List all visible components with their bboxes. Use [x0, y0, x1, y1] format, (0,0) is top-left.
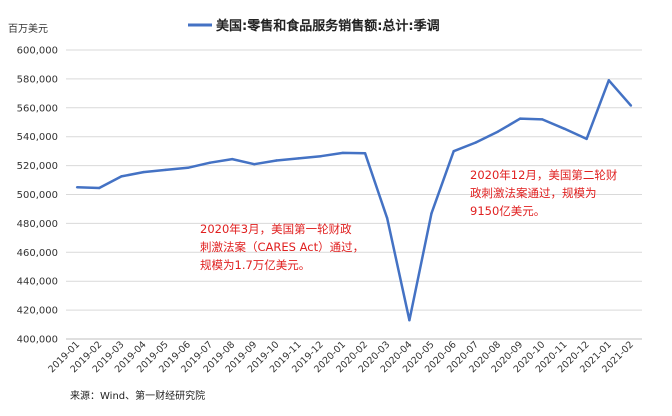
y-tick-label: 480,000	[17, 219, 58, 230]
data-point	[607, 79, 610, 82]
y-tick-label: 460,000	[17, 248, 58, 259]
data-point	[253, 163, 256, 166]
data-point	[275, 159, 278, 162]
data-point	[297, 157, 300, 160]
data-point	[186, 166, 189, 169]
y-tick-label: 580,000	[17, 74, 58, 85]
y-tick-label: 440,000	[17, 277, 58, 288]
data-point	[474, 141, 477, 144]
y-tick-label: 520,000	[17, 161, 58, 172]
data-point	[142, 170, 145, 174]
annotation-march-2020: 2020年3月，美国第一轮财政 刺激法案（CARES Act）通过， 规模为1.…	[200, 222, 364, 272]
data-point	[496, 130, 500, 133]
annotation-line: 刺激法案（CARES Act）通过，	[200, 240, 364, 254]
annotation-line: 规模为1.7万亿美元。	[200, 258, 310, 272]
data-point	[452, 150, 455, 153]
data-point	[563, 127, 566, 130]
data-point	[319, 155, 322, 158]
y-tick-label: 560,000	[17, 103, 58, 114]
y-tick-label: 420,000	[17, 306, 58, 317]
legend: 美国:零售和食品服务销售额:总计:季调	[188, 18, 440, 34]
y-axis-unit-label: 百万美元	[8, 22, 48, 35]
annotation-line: 9150亿美元。	[470, 204, 545, 218]
data-point	[629, 104, 633, 107]
x-axis-ticks: 2019-012019-022019-032019-042019-052019-…	[46, 339, 636, 375]
data-point	[120, 175, 123, 178]
data-point	[231, 157, 234, 161]
data-point	[98, 186, 101, 190]
data-point	[519, 117, 522, 120]
y-axis-ticks: 400,000 420,000 440,000 460,000 480,000 500,0…	[17, 46, 58, 346]
data-point	[408, 319, 411, 322]
data-point	[585, 137, 588, 141]
annotation-line: 2020年12月，美国第二轮财	[470, 168, 617, 182]
source-note: 来源：Wind、第一财经研究院	[70, 389, 205, 402]
y-tick-label: 540,000	[17, 132, 58, 143]
data-point	[430, 212, 433, 215]
annotation-line: 2020年3月，美国第一轮财政	[200, 222, 352, 236]
y-tick-label: 500,000	[17, 190, 58, 201]
y-tick-label: 400,000	[17, 335, 58, 346]
data-point	[75, 186, 79, 189]
data-point	[386, 217, 389, 220]
data-point	[208, 161, 212, 164]
data-point	[363, 152, 367, 155]
data-point	[164, 168, 167, 172]
data-point	[541, 118, 544, 121]
series-group	[75, 79, 633, 322]
data-point	[341, 151, 345, 155]
series-line	[77, 79, 632, 322]
legend-label: 美国:零售和食品服务销售额:总计:季调	[216, 18, 440, 34]
annotation-december-2020: 2020年12月，美国第二轮财 政刺激法案通过，规模为 9150亿美元。	[470, 168, 617, 218]
gridlines	[66, 49, 642, 311]
annotation-line: 政刺激法案通过，规模为	[470, 186, 597, 200]
y-tick-label: 600,000	[17, 46, 58, 57]
